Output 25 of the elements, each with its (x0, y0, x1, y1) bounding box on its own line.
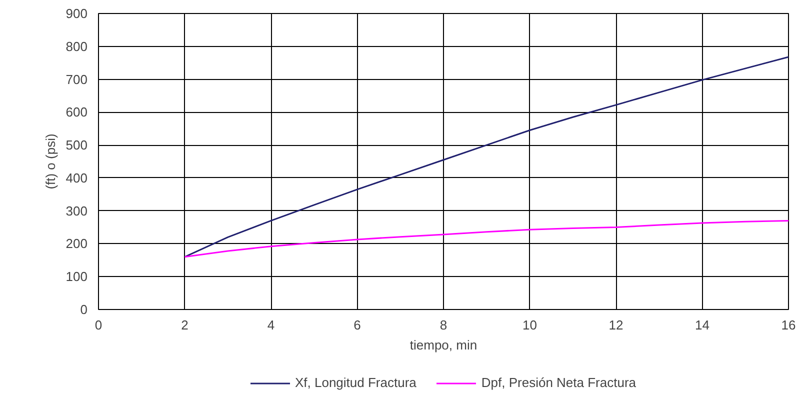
y-tick-label: 300 (66, 203, 88, 218)
x-tick-label: 14 (695, 318, 710, 332)
x-tick-label: 16 (781, 318, 796, 332)
y-tick-label: 500 (66, 138, 88, 153)
y-tick-label: 200 (66, 236, 88, 252)
x-tick-label: 10 (522, 318, 537, 332)
x-tick-label: 12 (608, 318, 624, 332)
line-series (184, 56, 788, 258)
y-tick-label: 700 (66, 72, 88, 87)
y-axis-title: (ft) o (psi) (42, 134, 58, 190)
legend-label: Xf, Longitud Fractura (294, 375, 416, 390)
y-tick-label: 400 (66, 170, 88, 186)
x-tick-label: 2 (181, 318, 188, 332)
x-tick-label: 6 (354, 318, 361, 332)
x-tick-label: 0 (94, 318, 102, 332)
line-series (184, 220, 788, 258)
y-tick-label: 900 (66, 6, 88, 21)
y-tick-label: 0 (80, 302, 88, 317)
y-tick-label: 100 (66, 269, 88, 284)
x-tick-label: 4 (267, 318, 275, 332)
y-tick-label: 600 (66, 104, 88, 120)
x-tick-label: 8 (440, 318, 448, 332)
legend-label: Dpf, Presión Neta Fractura (481, 375, 636, 390)
y-tick-label: 800 (66, 38, 88, 54)
x-axis-title: tiempo, min (410, 338, 478, 352)
